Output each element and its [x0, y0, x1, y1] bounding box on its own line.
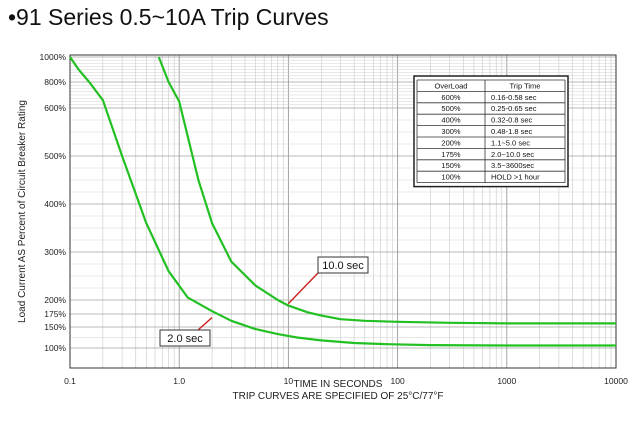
callout-label-2s: 2.0 sec: [167, 333, 203, 345]
table-cell-overload: 400%: [441, 116, 461, 125]
y-tick-label: 175%: [44, 309, 66, 319]
y-tick-label: 100%: [44, 343, 66, 353]
trip-curve-series-2: [157, 56, 616, 325]
table-cell-trip-time: 0.48-1.8 sec: [491, 127, 533, 136]
table-cell-trip-time: 2.0~10.0 sec: [491, 150, 534, 159]
callout-leader-2s: [197, 317, 213, 331]
table-cell-trip-time: 0.16-0.58 sec: [491, 93, 537, 102]
y-tick-label: 300%: [44, 247, 66, 257]
callout-leader-10s: [287, 272, 319, 305]
table-cell-overload: 200%: [441, 138, 461, 147]
plot-frame: [69, 54, 617, 369]
table-cell-trip-time: 3.5~3600sec: [491, 161, 534, 170]
table-cell-overload: 150%: [441, 161, 461, 170]
callout-label-10s: 10.0 sec: [322, 260, 364, 272]
y-tick-label: 500%: [44, 151, 66, 161]
table-cell-trip-time: 1.1~5.0 sec: [491, 138, 530, 147]
trip-curve-series-1: [69, 56, 616, 347]
callout-box-2s: [159, 329, 211, 347]
table-cell-overload: 600%: [441, 93, 461, 102]
x-tick-label: 100: [391, 376, 405, 386]
y-tick-label: 600%: [44, 103, 66, 113]
table-cell-overload: 100%: [441, 173, 461, 182]
table-cell-overload: 175%: [441, 150, 461, 159]
x-tick-label: 0.1: [64, 376, 76, 386]
y-axis-label: Load Current AS Percent of Circuit Break…: [17, 100, 28, 323]
table-cell-trip-time: HOLD >1 hour: [491, 173, 540, 182]
y-tick-label: 800%: [44, 77, 66, 87]
y-tick-label: 1000%: [40, 52, 67, 62]
x-tick-label: 1000: [497, 376, 516, 386]
x-axis-label: TIME IN SECONDS: [294, 379, 383, 390]
y-tick-label: 150%: [44, 322, 66, 332]
x-tick-label: 10: [284, 376, 294, 386]
table-header: OverLoad: [435, 81, 468, 90]
table-cell-trip-time: 0.25-0.65 sec: [491, 104, 537, 113]
y-tick-label: 200%: [44, 295, 66, 305]
table-cell-overload: 500%: [441, 104, 461, 113]
x-axis-sublabel: TRIP CURVES ARE SPECIFIED OF 25°C/77°F: [232, 391, 443, 402]
trip-time-table: [413, 75, 569, 188]
x-tick-label: 1.0: [173, 376, 185, 386]
callout-box-10s: [317, 256, 369, 274]
table-cell-trip-time: 0.32-0.8 sec: [491, 116, 533, 125]
table-cell-overload: 300%: [441, 127, 461, 136]
table-header: Trip Time: [510, 81, 541, 90]
y-tick-label: 400%: [44, 199, 66, 209]
x-tick-label: 10000: [604, 376, 628, 386]
page-title: •91 Series 0.5~10A Trip Curves: [8, 4, 329, 30]
